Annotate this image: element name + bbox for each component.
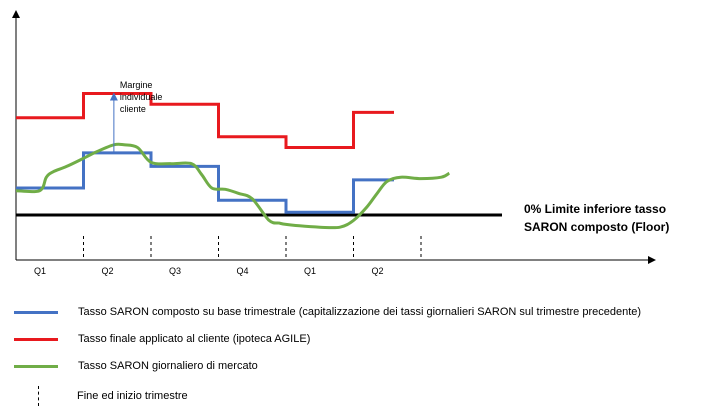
x-tick-labels: Q1 Q2 Q3 Q4 Q1 Q2	[34, 266, 384, 276]
x-tick-label-2: Q3	[169, 266, 181, 276]
legend-swatch-green	[14, 364, 58, 368]
legend-swatch-dashed	[38, 386, 39, 406]
series-line-1	[16, 92, 394, 149]
legend-item-saron-giornaliero: Tasso SARON giornaliero di mercato	[12, 356, 258, 376]
legend-label-fine-trimestre: Fine ed inizio trimestre	[77, 390, 188, 402]
floor-label-line1: 0% Limite inferiore tasso	[524, 202, 666, 216]
annotation-group: Margine individuale cliente	[109, 80, 163, 153]
legend-label-tasso-finale: Tasso finale applicato al cliente (ipote…	[78, 333, 311, 345]
chart-area: Margine individuale cliente Q1 Q2 Q3 Q4 Q1 Q2 0…	[12, 10, 669, 276]
x-tick-label-5: Q2	[372, 266, 384, 276]
floor-label-line2: SARON composto (Floor)	[524, 220, 669, 234]
annotation-line-1: individuale	[120, 92, 163, 102]
series-group	[15, 92, 451, 230]
legend-item-fine-trimestre: Fine ed inizio trimestre	[12, 386, 188, 406]
legend-item-saron-composto: Tasso SARON composto su base trimestrale…	[12, 302, 641, 322]
legend-item-tasso-finale: Tasso finale applicato al cliente (ipote…	[12, 329, 310, 349]
legend-label-saron-composto: Tasso SARON composto su base trimestrale…	[78, 306, 642, 318]
series-line-0	[16, 151, 394, 214]
legend-label-saron-giornaliero: Tasso SARON giornaliero di mercato	[78, 360, 258, 372]
x-tick-label-4: Q1	[304, 266, 316, 276]
x-tick-label-0: Q1	[34, 266, 46, 276]
x-tick-label-3: Q4	[237, 266, 249, 276]
annotation-line-2: cliente	[120, 104, 146, 114]
series-line-2	[15, 142, 451, 230]
legend-swatch-blue	[14, 310, 58, 314]
legend-swatch-red	[14, 337, 58, 341]
x-tick-label-1: Q2	[102, 266, 114, 276]
quarter-dividers	[83, 236, 422, 258]
annotation-line-0: Margine	[120, 80, 153, 90]
axes	[12, 10, 656, 264]
floor-label: 0% Limite inferiore tasso SARON composto…	[524, 202, 669, 234]
